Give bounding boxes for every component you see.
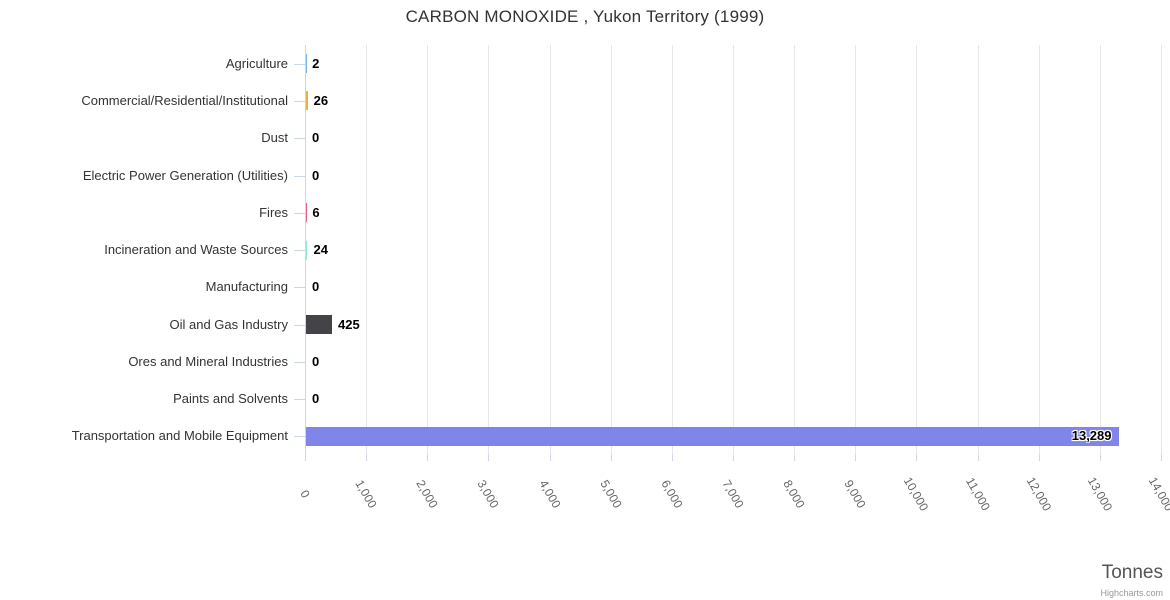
category-axis-tick — [294, 436, 305, 438]
x-axis-tick — [610, 455, 612, 461]
x-gridline — [1161, 45, 1162, 455]
x-axis-tick — [488, 455, 490, 461]
x-gridline — [733, 45, 734, 455]
x-axis-tick — [733, 455, 734, 461]
bar-value-label: 0 — [312, 353, 320, 369]
category-axis-tick — [294, 324, 305, 326]
x-axis-tick — [916, 455, 918, 461]
x-gridline — [427, 45, 429, 455]
category-axis-tick — [294, 212, 305, 214]
x-axis-tick-label: 11,000 — [962, 474, 993, 514]
bar-value-label: 0 — [312, 130, 320, 146]
x-axis-tick — [427, 455, 429, 461]
x-axis-tick — [855, 455, 857, 461]
x-gridline — [671, 45, 673, 455]
category-label: Paints and Solvents — [173, 391, 288, 407]
x-axis-tick — [671, 455, 673, 461]
x-gridline — [794, 45, 796, 455]
category-label: Commercial/Residential/Institutional — [81, 92, 288, 108]
x-axis-tick — [305, 455, 306, 461]
bar-value-label: 0 — [312, 391, 320, 407]
x-gridline — [916, 45, 918, 455]
x-axis-tick-label: 3,000 — [474, 477, 502, 511]
x-gridline — [977, 45, 979, 455]
category-label: Oil and Gas Industry — [169, 316, 289, 332]
x-axis-tick-label: 13,000 — [1084, 474, 1116, 514]
bar-value-label: 13,289 — [1071, 428, 1112, 444]
category-label: Fires — [259, 204, 288, 220]
bar[interactable] — [306, 426, 1119, 446]
bar-value-label: 6 — [312, 204, 320, 220]
x-gridline — [1038, 45, 1040, 455]
category-axis-tick — [294, 138, 305, 140]
bar[interactable] — [306, 91, 308, 111]
category-axis-tick — [294, 100, 305, 102]
x-axis-tick — [1099, 455, 1101, 461]
bar-value-label: 2 — [312, 55, 320, 71]
x-gridline — [488, 45, 490, 455]
x-axis-tick-label: 8,000 — [780, 477, 808, 511]
category-label: Manufacturing — [205, 279, 288, 295]
category-label: Transportation and Mobile Equipment — [71, 428, 288, 444]
bar[interactable] — [306, 315, 332, 334]
x-axis-tick — [794, 455, 796, 461]
x-axis-tick — [1038, 455, 1040, 461]
x-axis-tick — [366, 455, 368, 461]
x-axis-tick — [977, 455, 979, 461]
x-axis-tick-label: 10,000 — [901, 474, 932, 514]
x-axis-tick-label: 12,000 — [1023, 474, 1054, 514]
x-axis-tick-label: 1,000 — [352, 477, 380, 511]
x-axis-tick-label: 7,000 — [719, 477, 747, 511]
bar-value-label: 0 — [312, 279, 320, 295]
bar-value-label: 0 — [312, 167, 320, 183]
category-axis-tick — [294, 63, 305, 65]
category-axis-tick — [294, 287, 305, 289]
x-axis-tick-label: 5,000 — [597, 477, 625, 511]
chart-title: CARBON MONOXIDE , Yukon Territory (1999) — [405, 7, 765, 26]
category-axis-tick — [294, 250, 305, 251]
x-axis-tick-label: 4,000 — [536, 477, 564, 511]
category-axis-tick — [294, 399, 305, 401]
x-axis-tick-label: 2,000 — [413, 477, 441, 511]
bar[interactable] — [306, 240, 308, 260]
x-gridline — [1099, 45, 1101, 455]
category-label: Ores and Mineral Industries — [128, 353, 288, 369]
x-gridline — [549, 45, 551, 455]
category-label: Electric Power Generation (Utilities) — [82, 167, 288, 183]
x-axis-tick-label: 0 — [297, 487, 313, 501]
category-label: Dust — [261, 130, 288, 146]
bar-value-label: 425 — [338, 316, 360, 332]
x-axis-tick-label: 14,000 — [1145, 474, 1170, 514]
x-axis-title: Tonnes — [1101, 562, 1163, 583]
x-gridline — [610, 45, 612, 455]
category-axis-line — [305, 45, 306, 455]
x-axis-tick-label: 6,000 — [658, 477, 686, 511]
x-axis-tick — [1161, 455, 1162, 461]
bar-value-label: 26 — [313, 92, 329, 108]
category-label: Agriculture — [225, 55, 288, 71]
category-axis-tick — [294, 361, 305, 363]
category-label: Incineration and Waste Sources — [104, 242, 288, 257]
x-axis-tick — [549, 455, 551, 461]
category-axis-tick — [294, 175, 305, 177]
highcharts-credits-link[interactable]: Highcharts.com — [1100, 588, 1163, 598]
x-gridline — [366, 45, 368, 455]
x-axis-tick-label: 9,000 — [841, 477, 869, 511]
bar-value-label: 24 — [313, 242, 328, 257]
x-gridline — [855, 45, 857, 455]
